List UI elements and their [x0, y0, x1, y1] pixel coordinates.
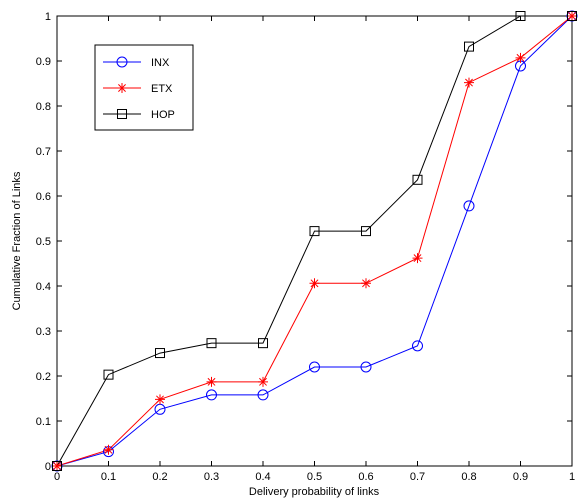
data-point-hop [258, 338, 268, 349]
y-axis-label: Cumulative Fraction of Links [11, 171, 23, 310]
data-point-etx [464, 77, 474, 88]
data-point-etx [103, 444, 114, 455]
data-point-hop [464, 41, 474, 52]
x-tick-label: 0.8 [461, 471, 476, 483]
y-tick-label: 0.9 [36, 56, 51, 68]
data-point-inx [412, 340, 423, 352]
series-markers [51, 10, 578, 472]
data-point-etx [309, 278, 320, 289]
x-tick-label: 0.7 [410, 471, 425, 483]
data-point-hop [206, 338, 217, 349]
legend-marker-etx [117, 83, 127, 93]
legend-marker-inx [116, 56, 128, 68]
legend-label-hop: HOP [151, 109, 175, 121]
data-point-inx [463, 200, 475, 212]
data-point-etx [412, 253, 423, 264]
y-tick-label: 0.2 [36, 371, 51, 383]
legend-label-inx: INX [151, 57, 170, 69]
x-axis-label: Delivery probability of links [249, 486, 380, 498]
y-tick-label: 0.4 [36, 281, 51, 293]
data-point-hop [361, 226, 371, 237]
x-tick-label: 0.1 [101, 471, 116, 483]
data-point-etx [206, 376, 217, 387]
legend-marker-hop [117, 109, 127, 119]
data-point-hop [155, 348, 165, 359]
data-point-hop [52, 461, 62, 471]
y-tick-label: 0.6 [36, 191, 51, 203]
data-point-hop [515, 11, 526, 21]
data-point-etx [361, 278, 371, 289]
series-line-hop [56, 15, 572, 467]
y-tick-label: 0.5 [36, 236, 51, 248]
data-point-hop [103, 369, 114, 380]
x-tick-label: 0.4 [255, 471, 270, 483]
data-point-inx [360, 361, 372, 373]
y-tick-label: 0 [45, 461, 51, 473]
x-tick-label: 0.3 [204, 471, 219, 483]
data-point-etx [155, 394, 165, 405]
y-tick-label: 0.8 [36, 101, 51, 113]
axis-ticks: 0 0.1 0.2 0.3 0.4 0.5 0.6 0.7 0.8 0.9 1 0 0.1 0.2 0.3 0… [36, 11, 575, 483]
data-point-etx [567, 11, 577, 21]
data-point-inx [257, 389, 269, 401]
legend-label-etx: ETX [151, 83, 173, 95]
y-tick-label: 1 [45, 11, 51, 23]
data-point-etx [258, 376, 268, 387]
data-point-hop [567, 11, 577, 21]
x-tick-label: 0.5 [307, 471, 322, 483]
data-point-hop [309, 226, 320, 237]
data-point-etx [515, 52, 526, 63]
y-tick-label: 0.1 [36, 416, 51, 428]
x-tick-label: 0.2 [152, 471, 167, 483]
x-tick-label: 1 [569, 471, 575, 483]
data-point-inx [309, 361, 320, 373]
y-tick-label: 0.3 [36, 326, 51, 338]
x-tick-label: 0.9 [513, 471, 528, 483]
y-tick-label: 0.7 [36, 146, 51, 158]
data-point-etx [52, 461, 62, 471]
data-point-hop [412, 174, 423, 185]
data-point-inx [206, 389, 217, 401]
legend: INX ETX HOP [94, 44, 194, 131]
x-tick-label: 0.6 [358, 471, 373, 483]
x-tick-label: 0 [54, 471, 60, 483]
series-line-inx [56, 15, 573, 467]
